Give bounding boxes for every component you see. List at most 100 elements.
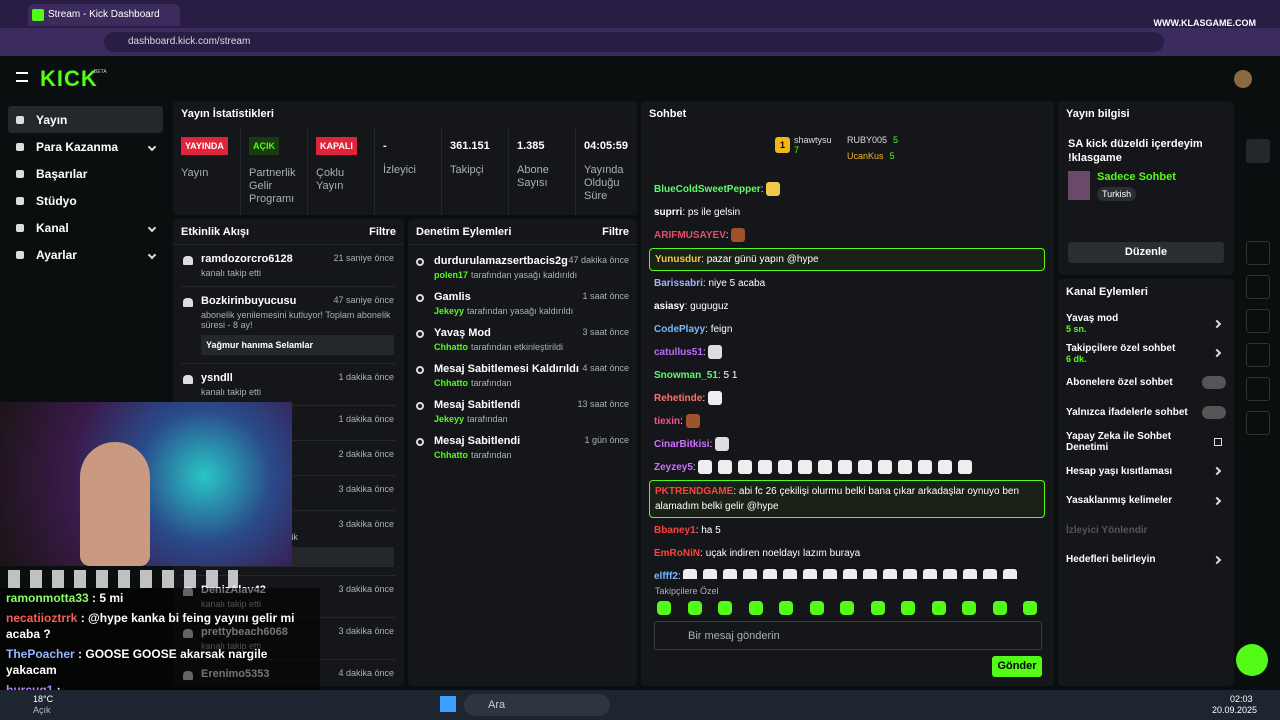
tool-icon[interactable] (1246, 275, 1270, 299)
leader: UcanKus 5 (847, 151, 895, 161)
nav-item[interactable]: Yayın (8, 106, 163, 133)
start-button[interactable] (440, 696, 456, 712)
mod-body: durdurulamazsertbacis2g 47 dakika önce pol… (434, 255, 629, 280)
emote (1003, 569, 1018, 579)
emote (766, 182, 781, 197)
colon: : (733, 486, 739, 497)
emote-button[interactable] (992, 601, 1007, 615)
side-nav: Yayın Para Kazanma Başarılar Stüdyo Kanal Aya… (8, 106, 163, 268)
menu-icon[interactable] (16, 72, 28, 82)
rank-badge: 1 (775, 137, 791, 153)
stat-value: 1.385 (517, 140, 545, 152)
activity-body: ysndll 1 dakika önce kanalı takip etti (201, 372, 394, 397)
tool-icon[interactable] (1246, 445, 1270, 469)
filter-button[interactable]: Filtre (369, 225, 396, 238)
emote-button[interactable] (962, 601, 976, 615)
moderation-list: durdurulamazsertbacis2g 47 dakika önce pol… (408, 245, 637, 469)
avatar[interactable] (1234, 70, 1252, 88)
tool-icon[interactable] (1246, 309, 1270, 333)
emote-button[interactable] (779, 601, 793, 615)
activity-text: abonelik yenilemesini kutluyor! Toplam a… (201, 310, 391, 330)
emote-button[interactable] (901, 601, 915, 615)
edit-button[interactable]: Düzenle (1068, 242, 1224, 263)
tool-icon[interactable] (1246, 207, 1270, 231)
panel-header: Etkinlik Akışı Filtre (173, 219, 404, 245)
chat-message: elfff2: (649, 566, 1045, 579)
chat-username: PKTRENDGAME (655, 486, 734, 497)
mod-sub: Jekeyy tarafından yasağı kaldırıldı (434, 306, 629, 316)
tab[interactable]: Stream - Kick Dashboard (28, 4, 180, 26)
leaderboard: 1 shawtysu 7 RUBY005 5 UcanKus 5 (775, 135, 975, 165)
chat-username: Yunusdur (655, 254, 702, 265)
nav-item[interactable]: Başarılar (8, 160, 163, 187)
chat-text: pazar günü yapın @hype (706, 254, 819, 265)
chat-username: Snowman_51 (654, 370, 718, 381)
person (80, 442, 150, 566)
chat-username: Barissabri (654, 278, 703, 289)
url: dashboard.kick.com/stream (128, 36, 251, 47)
emote-button[interactable] (718, 601, 732, 615)
nav-item[interactable]: Ayarlar (8, 241, 163, 268)
action-item[interactable]: Yasaklanmış kelimeler (1066, 486, 1226, 516)
logo[interactable]: KICK (40, 66, 98, 91)
action-item[interactable]: Hesap yaşı kısıtlaması (1066, 457, 1226, 487)
panel-title: Denetim Eylemleri (416, 225, 512, 238)
action-item[interactable]: Yavaş mod 5 sn. (1066, 309, 1226, 339)
logo-beta: BETA (94, 69, 107, 75)
tool-icon[interactable] (1246, 139, 1270, 163)
mod-icon (416, 438, 424, 446)
chat-input[interactable]: Bir mesaj gönderin (654, 621, 1042, 650)
tool-icon[interactable] (1246, 241, 1270, 265)
tool-icon[interactable] (1246, 377, 1270, 401)
leader-name: shawtysu (794, 135, 832, 145)
emote-button[interactable] (870, 601, 885, 615)
emote-button[interactable] (809, 601, 824, 615)
chat-message: PKTRENDGAME: abi fc 26 çekilişi olurmu b… (649, 480, 1045, 518)
url-field[interactable]: dashboard.kick.com/stream (104, 32, 1164, 52)
send-button[interactable]: Gönder (992, 656, 1042, 677)
colon: : (684, 301, 691, 312)
time: 4 saat önce (582, 363, 629, 373)
tool-icon[interactable] (1246, 411, 1270, 435)
action-item[interactable]: Abonelere özel sohbet (1066, 368, 1226, 398)
action-item[interactable]: Hedefleri belirleyin (1066, 545, 1226, 575)
leader: RUBY005 5 (847, 135, 898, 145)
emote-button[interactable] (748, 601, 763, 615)
emote-button[interactable] (657, 601, 671, 615)
tool-icon[interactable] (1246, 173, 1270, 197)
chevron (1212, 496, 1222, 505)
toggle[interactable] (1202, 376, 1226, 390)
mod-body: Yavaş Mod 3 saat önce Chhatto tarafından et… (434, 327, 629, 352)
nav-item[interactable]: Stüdyo (8, 187, 163, 214)
tool-icon[interactable] (1246, 343, 1270, 367)
emote-button[interactable] (1023, 601, 1037, 615)
mod-text: tarafından (471, 450, 512, 460)
activity-head: 2 dakika önce (201, 449, 394, 459)
emote (798, 460, 813, 475)
activity-head: ramdozorcro6128 21 saniye önce (201, 253, 394, 265)
search-box[interactable]: Ara (464, 694, 610, 716)
nav-item[interactable]: Kanal (8, 214, 163, 241)
nav-item[interactable]: Para Kazanma (8, 133, 163, 160)
filter-button[interactable]: Filtre (602, 225, 629, 238)
panel-header: Yayın bilgisi (1058, 101, 1234, 127)
emote (843, 569, 858, 579)
action-item[interactable]: Takipçilere özel sohbet 6 dk. (1066, 339, 1226, 369)
action-item[interactable]: Yapay Zeka ile Sohbet Denetimi (1066, 427, 1226, 457)
external-icon (1214, 437, 1222, 446)
stats-panel: Yayın İstatistikleri YAYINDA Yayın AÇIK Par… (173, 101, 637, 215)
help-button[interactable] (1236, 644, 1268, 676)
emote-button[interactable] (687, 601, 702, 615)
action-item[interactable]: Yalnızca ifadelerle sohbet (1066, 398, 1226, 428)
category[interactable]: Sadece Sohbet (1097, 171, 1176, 183)
tool-icon[interactable] (1246, 105, 1270, 129)
toggle[interactable] (1202, 405, 1226, 419)
emote-button[interactable] (840, 601, 854, 615)
colon: : (717, 370, 724, 381)
colon: : (725, 230, 732, 241)
emote-button[interactable] (931, 601, 946, 615)
leader-name: RUBY005 (847, 135, 888, 145)
colon: : (705, 324, 711, 335)
nav-icon (16, 223, 24, 232)
emote (715, 437, 730, 452)
